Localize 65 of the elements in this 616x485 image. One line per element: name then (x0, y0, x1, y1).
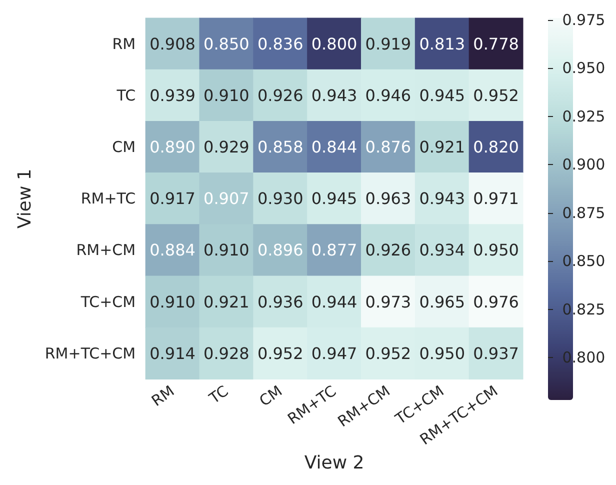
y-tick-label: TC+CM (80, 292, 136, 311)
y-tick-label: RM+TC (80, 190, 136, 208)
data-label: 0.908 (150, 34, 196, 54)
data-label: 0.963 (365, 189, 412, 208)
data-label: 0.914 (150, 344, 196, 363)
data-label: 0.890 (150, 138, 196, 157)
y-axis-title: View 1 (14, 168, 36, 229)
color-bar-label: 0.925 (562, 107, 606, 126)
data-label: 0.943 (311, 86, 358, 105)
data-label: 0.950 (473, 240, 519, 260)
data-label: 0.965 (419, 292, 466, 312)
data-label: 0.976 (473, 292, 519, 312)
data-label: 0.910 (150, 292, 196, 312)
data-label: 0.937 (473, 344, 519, 363)
data-label: 0.952 (473, 86, 519, 105)
data-label: 0.877 (311, 240, 358, 260)
data-label: 0.820 (473, 138, 519, 157)
x-tick-label: CM (256, 382, 286, 410)
data-label: 0.917 (150, 189, 196, 208)
y-tick-label: RM+CM (76, 241, 136, 260)
data-label: 0.926 (365, 240, 412, 260)
data-label: 0.946 (365, 86, 412, 105)
data-label: 0.921 (419, 138, 466, 157)
color-bar-label: 0.975 (562, 10, 606, 29)
y-tick-label: TC (116, 86, 136, 104)
data-label: 0.858 (257, 138, 304, 157)
data-label: 0.952 (257, 344, 304, 363)
data-label: 0.921 (204, 292, 250, 312)
data-label: 0.800 (311, 34, 358, 54)
y-tick-label: RM (112, 34, 136, 53)
data-label: 0.926 (257, 86, 304, 105)
data-label: 0.910 (204, 86, 250, 105)
data-label: 0.844 (311, 138, 358, 157)
data-label: 0.943 (419, 189, 466, 208)
x-tick-label: RM (148, 382, 178, 410)
color-bar-label: 0.950 (562, 59, 606, 78)
y-tick-label: RM+TC+CM (44, 344, 136, 362)
data-label: 0.973 (365, 292, 412, 312)
data-label: 0.876 (365, 138, 412, 157)
data-label: 0.896 (257, 240, 304, 260)
data-label: 0.945 (311, 189, 358, 208)
data-label: 0.950 (419, 344, 466, 363)
data-label: 0.778 (473, 34, 519, 54)
data-label: 0.929 (204, 138, 250, 157)
data-label: 0.930 (257, 189, 304, 208)
color-bar-label: 0.900 (562, 156, 606, 174)
data-label: 0.971 (473, 189, 519, 208)
data-label: 0.928 (204, 344, 250, 363)
data-label: 0.945 (419, 86, 466, 105)
x-axis-title: View 2 (304, 452, 364, 474)
data-label: 0.813 (419, 34, 466, 54)
data-label: 0.952 (365, 344, 412, 363)
y-tick-label: CM (112, 138, 136, 156)
data-label: 0.939 (150, 86, 196, 105)
data-label: 0.884 (150, 240, 196, 260)
data-label: 0.947 (311, 344, 358, 363)
data-label: 0.907 (204, 189, 250, 208)
data-label: 0.836 (257, 34, 304, 54)
data-label: 0.910 (204, 240, 250, 260)
data-label: 0.919 (365, 34, 412, 54)
data-label: 0.944 (311, 292, 358, 312)
x-tick-label: TC (205, 382, 232, 408)
data-label: 0.934 (419, 240, 466, 260)
data-label: 0.850 (204, 34, 250, 54)
data-label: 0.936 (257, 292, 304, 312)
